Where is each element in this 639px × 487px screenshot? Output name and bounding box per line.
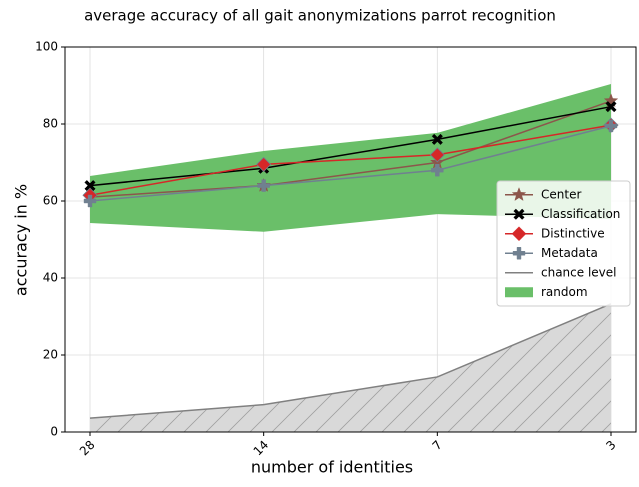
legend-label: chance level [541,265,617,279]
chance-line [89,303,612,419]
series-line [89,100,612,198]
marker [429,147,445,163]
legend-marker [513,208,525,220]
series-line [89,105,612,187]
y-tick-label: 0 [50,425,58,439]
series-line [89,124,612,196]
y-axis-label: accuracy in % [12,184,31,296]
legend-label: Metadata [541,246,598,260]
marker [431,133,443,146]
legend-label: Classification [541,207,620,221]
marker [84,179,96,192]
legend-marker [511,187,527,201]
plot-frame [64,46,637,433]
y-tick-label: 60 [43,194,58,208]
marker [83,194,97,208]
series-line [89,125,612,202]
x-axis-label: number of identities [251,458,413,477]
legend-marker [512,247,526,260]
marker [604,119,618,133]
marker [431,163,444,177]
chance-hatch [90,303,611,432]
marker [257,179,270,192]
legend: Center Classification Distinctive Metadata c… [496,180,631,307]
legend-label: Distinctive [541,226,605,240]
y-tick-label: 20 [43,348,58,362]
y-tick-label: 40 [43,271,58,285]
legend-swatch [505,287,533,298]
legend-label: random [541,285,588,299]
y-tick-label: 100 [35,40,58,54]
random-band [90,83,611,232]
marker [605,101,617,113]
legend-label: Center [541,187,581,201]
legend-box [496,180,631,307]
marker [256,156,272,172]
marker [603,93,619,108]
legend-marker [511,226,527,242]
y-tick-label: 80 [43,117,58,131]
chart-title: average accuracy of all gait anonymizati… [84,7,556,25]
